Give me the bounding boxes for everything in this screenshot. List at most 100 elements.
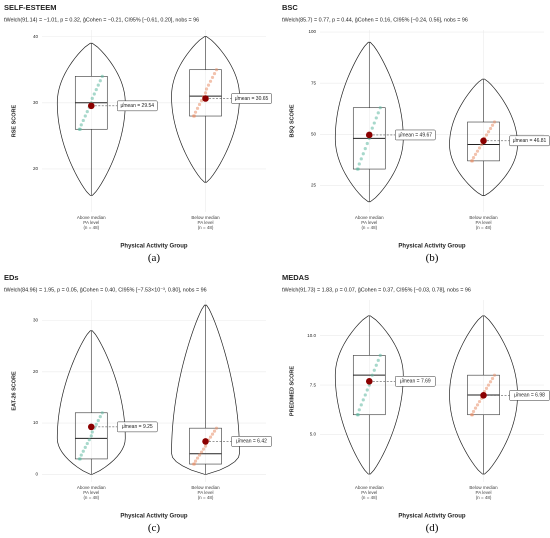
panel-subtitle: tWelch(84.96) = 1.95, p = 0.05, ĝCohen =… [4, 287, 207, 293]
jitter-point [356, 413, 360, 417]
jitter-point [475, 403, 480, 407]
jitter-point [492, 120, 497, 124]
y-tick-label: 40 [33, 34, 39, 39]
y-tick-label: 20 [33, 369, 39, 374]
jitter-point [374, 116, 378, 120]
jitter-point [363, 393, 367, 397]
mean-point [480, 137, 487, 145]
mean-label-box [231, 436, 272, 447]
jitter-point [85, 441, 89, 446]
jitter-point [361, 398, 365, 402]
jitter-point [81, 118, 85, 123]
jitter-point [90, 430, 94, 434]
y-tick-label: 10 [33, 420, 39, 425]
mean-point [202, 438, 209, 445]
x-axis-label: Physical Activity Group [398, 244, 465, 250]
mean-label: μ̂mean = 49.67 [398, 132, 432, 138]
jitter-point [201, 447, 206, 451]
jitter-point [490, 123, 495, 127]
jitter-point [357, 162, 361, 166]
jitter-point [96, 83, 100, 87]
jitter-point [486, 383, 491, 387]
jitter-point [192, 114, 197, 118]
jitter-point [370, 373, 374, 377]
jitter-point [370, 126, 374, 130]
x-tick-label: Above median PA level (n = 48) [354, 215, 384, 231]
jitter-point [486, 130, 491, 134]
jitter-point [206, 83, 211, 87]
panel: MEDAS tWelch(91.73) = 1.83, p = 0.07, ĝCo… [278, 270, 550, 535]
y-tick-label: 75 [311, 80, 317, 85]
jitter-point [477, 146, 482, 150]
jitter-point [193, 110, 198, 114]
jitter-point [214, 68, 219, 72]
jitter-point [100, 411, 104, 415]
violin [449, 78, 518, 196]
jitter-point [100, 74, 104, 78]
jitter-point [214, 426, 219, 430]
mean-label-box [395, 376, 436, 387]
mean-label: μ̂mean = 7.69 [400, 379, 431, 385]
jitter-point [210, 432, 215, 436]
y-tick-label: 10.0 [307, 333, 316, 338]
jitter-point [475, 149, 480, 153]
jitter-point [94, 422, 98, 426]
jitter-point [195, 456, 200, 460]
mean-label-box [231, 93, 272, 104]
jitter-point [96, 418, 100, 423]
panel-caption: (d) [425, 522, 439, 534]
jitter-point [378, 106, 382, 110]
jitter-point [195, 106, 200, 110]
x-tick-label: Below median PA level (n = 48) [191, 215, 220, 231]
jitter-point [94, 87, 98, 92]
jitter-point [98, 79, 102, 83]
mean-point [87, 423, 95, 431]
jitter-point [192, 462, 197, 466]
jitter-point [361, 152, 365, 156]
jitter-point [470, 413, 475, 417]
panel-title: SELF-ESTEEM [4, 3, 57, 12]
mean-label: μ̂mean = 29.54 [120, 103, 154, 109]
jitter-point [470, 159, 475, 163]
jitter-point [98, 415, 102, 419]
x-tick-label: Above median PA level (n = 48) [76, 485, 106, 501]
violin [334, 315, 404, 475]
jitter-point [372, 368, 376, 372]
jitter-point [365, 141, 369, 146]
mean-point [87, 102, 95, 110]
y-axis-label: EAT-26 SCORE [11, 371, 17, 411]
jitter-point [92, 92, 96, 96]
x-tick-label: Above median PA level (n = 48) [354, 485, 384, 501]
jitter-point [492, 373, 497, 377]
chart: MEDAS tWelch(91.73) = 1.83, p = 0.07, ĝCo… [282, 273, 550, 520]
mean-label: μ̂mean = 9.25 [122, 424, 153, 430]
jitter-point [365, 388, 369, 392]
y-axis-label: BSQ SCORE [289, 104, 295, 137]
jitter-point [212, 71, 217, 76]
panel-subtitle: tWelch(85.7) = 0.77, p = 0.44, ĝCohen = … [282, 17, 468, 23]
violin [171, 36, 240, 183]
y-axis-label: RSE SCORE [11, 104, 17, 137]
x-tick-label: Below median PA level (n = 48) [191, 485, 220, 501]
panel-caption: (c) [147, 522, 161, 534]
jitter-point [89, 434, 93, 438]
x-axis-label: Physical Activity Group [120, 244, 187, 250]
x-tick-label: Below median PA level (n = 48) [469, 485, 498, 501]
jitter-point [372, 121, 376, 125]
panel-caption: (b) [425, 252, 439, 264]
jitter-point [199, 98, 204, 103]
y-tick-label: 25 [311, 183, 317, 188]
mean-label-box [117, 100, 158, 112]
x-axis-label: Physical Activity Group [120, 514, 187, 520]
x-axis-label: Physical Activity Group [398, 514, 465, 520]
jitter-point [488, 380, 493, 384]
jitter-point [83, 114, 87, 118]
mean-label: μ̂mean = 6.98 [514, 393, 545, 399]
jitter-point [197, 102, 202, 107]
jitter-point [78, 457, 82, 461]
x-tick-label: Below median PA level (n = 48) [469, 215, 498, 231]
jitter-point [471, 409, 476, 414]
jitter-point [210, 75, 215, 80]
y-tick-label: 5.0 [310, 432, 317, 437]
